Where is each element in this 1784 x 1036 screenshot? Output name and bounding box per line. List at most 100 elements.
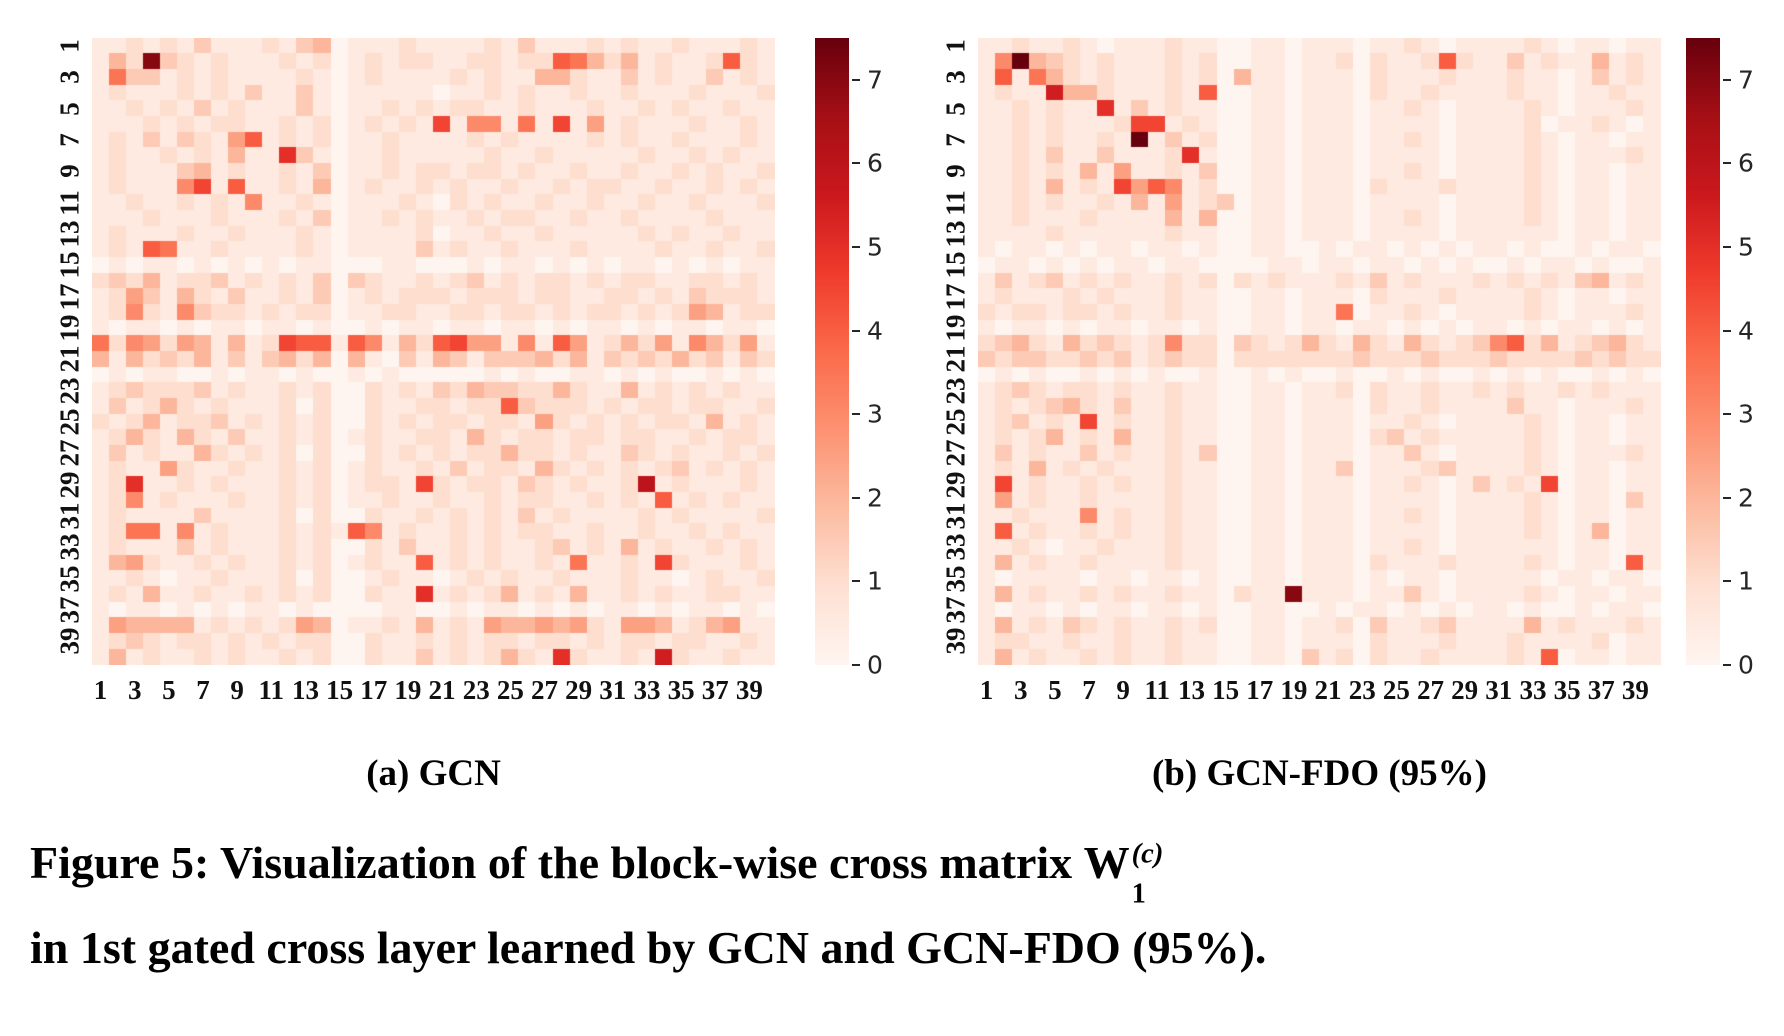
y-tick-label: 15 [940, 251, 971, 279]
x-tick-label: 17 [360, 675, 388, 705]
y-tick-label: 23 [54, 377, 85, 405]
colorbar-tick-label: 0 [867, 650, 883, 680]
y-tick-label: 31 [940, 502, 971, 530]
colorbar-tick [852, 664, 860, 666]
caption-line1: Figure 5: Visualization of the block-wis… [30, 837, 1163, 908]
colorbar-tick-label: 5 [1738, 232, 1754, 262]
colorbar-tick-label: 3 [867, 399, 883, 429]
x-tick-label: 33 [633, 675, 661, 705]
colorbar-tick [1723, 329, 1731, 332]
y-tick-label: 5 [940, 101, 971, 116]
y-tick-label: 11 [54, 189, 85, 216]
y-tick-label: 7 [54, 133, 85, 147]
x-tick-label: 29 [1451, 675, 1479, 705]
x-tick-label: 23 [1348, 675, 1376, 705]
x-tick-label: 15 [326, 675, 354, 705]
y-tick-label: 35 [54, 565, 85, 593]
y-tick-label: 27 [54, 439, 85, 467]
colorbar-tick [1723, 664, 1731, 666]
heatmap-gcn [92, 38, 775, 665]
x-tick-label: 37 [701, 675, 729, 705]
colorbar-tick-label: 5 [867, 232, 883, 262]
colorbar-tick-label: 2 [867, 483, 883, 513]
colorbar-tick-label: 6 [867, 148, 883, 178]
colorbar-tick-label: 7 [1738, 65, 1754, 95]
x-tick-label: 15 [1212, 675, 1240, 705]
colorbar-tick-label: 2 [1738, 483, 1754, 513]
y-tick-label: 17 [940, 283, 971, 311]
y-tick-label: 39 [940, 627, 971, 655]
caption-line2: in 1st gated cross layer learned by GCN … [30, 922, 1267, 974]
x-tick-label: 11 [258, 675, 285, 705]
x-tick-label: 21 [428, 675, 456, 705]
colorbar-tick [852, 329, 860, 332]
x-tick-label: 11 [1144, 675, 1171, 705]
colorbar-tick [1723, 246, 1731, 248]
colorbar-tick [852, 162, 860, 165]
x-tick-label: 19 [394, 675, 422, 705]
x-tick-label: 37 [1587, 675, 1615, 705]
colorbar-tick [852, 78, 860, 81]
subcaption-b: (b) GCN-FDO (95%) [1151, 753, 1487, 794]
y-tick-label: 33 [54, 533, 85, 561]
y-tick-label: 1 [940, 39, 971, 53]
x-tick-label: 21 [1314, 675, 1342, 705]
x-tick-label: 13 [291, 675, 319, 705]
x-tick-label: 7 [1082, 675, 1096, 705]
y-tick-label: 31 [54, 502, 85, 530]
x-tick-label: 9 [230, 675, 244, 705]
colorbar-tick-label: 1 [867, 566, 883, 596]
x-tick-label: 7 [196, 675, 210, 705]
matrix-symbol: W (c) 1 [1083, 837, 1164, 910]
y-tick-label: 13 [54, 220, 85, 248]
y-tick-label: 21 [54, 345, 85, 373]
y-tick-label: 25 [54, 408, 85, 436]
y-tick-label: 19 [54, 314, 85, 342]
y-tick-label: 3 [54, 70, 85, 84]
colorbar-tick [1723, 580, 1731, 583]
y-tick-label: 13 [940, 220, 971, 248]
x-tick-label: 27 [1416, 675, 1444, 705]
y-tick-label: 1 [54, 39, 85, 53]
x-tick-label: 1 [979, 675, 994, 705]
x-tick-label: 9 [1116, 675, 1130, 705]
x-tick-label: 17 [1246, 675, 1274, 705]
x-tick-label: 5 [1048, 675, 1062, 705]
x-tick-label: 5 [162, 675, 176, 705]
colorbar-tick-label: 6 [1738, 148, 1754, 178]
x-tick-label: 39 [735, 675, 763, 705]
x-tick-label: 3 [1013, 675, 1028, 705]
colorbar-tick [852, 496, 860, 499]
colorbar-tick [852, 580, 860, 583]
x-tick-label: 27 [530, 675, 558, 705]
colorbar-gcn [815, 38, 849, 665]
colorbar-tick [1723, 413, 1731, 416]
y-tick-label: 39 [54, 627, 85, 655]
colorbar-tick-label: 1 [1738, 566, 1754, 596]
heatmap-gcn-fdo [978, 38, 1661, 665]
x-tick-label: 3 [127, 675, 142, 705]
y-tick-label: 21 [940, 345, 971, 373]
y-tick-label: 19 [940, 314, 971, 342]
y-tick-label: 37 [940, 596, 971, 624]
x-tick-label: 31 [599, 675, 627, 705]
x-tick-label: 25 [496, 675, 524, 705]
x-tick-label: 35 [667, 675, 695, 705]
y-tick-label: 7 [940, 133, 971, 147]
y-tick-label: 29 [940, 471, 971, 499]
x-tick-label: 33 [1519, 675, 1547, 705]
y-tick-label: 15 [54, 251, 85, 279]
colorbar-tick-label: 7 [867, 65, 883, 95]
y-tick-label: 9 [54, 164, 85, 178]
y-tick-label: 29 [54, 471, 85, 499]
x-tick-label: 23 [462, 675, 490, 705]
colorbar-tick [1723, 78, 1731, 81]
y-tick-label: 27 [940, 439, 971, 467]
colorbar-tick [852, 413, 860, 416]
y-tick-label: 25 [940, 408, 971, 436]
y-tick-label: 33 [940, 533, 971, 561]
x-tick-label: 13 [1177, 675, 1205, 705]
subcaption-a: (a) GCN [366, 753, 501, 794]
x-tick-label: 31 [1485, 675, 1513, 705]
